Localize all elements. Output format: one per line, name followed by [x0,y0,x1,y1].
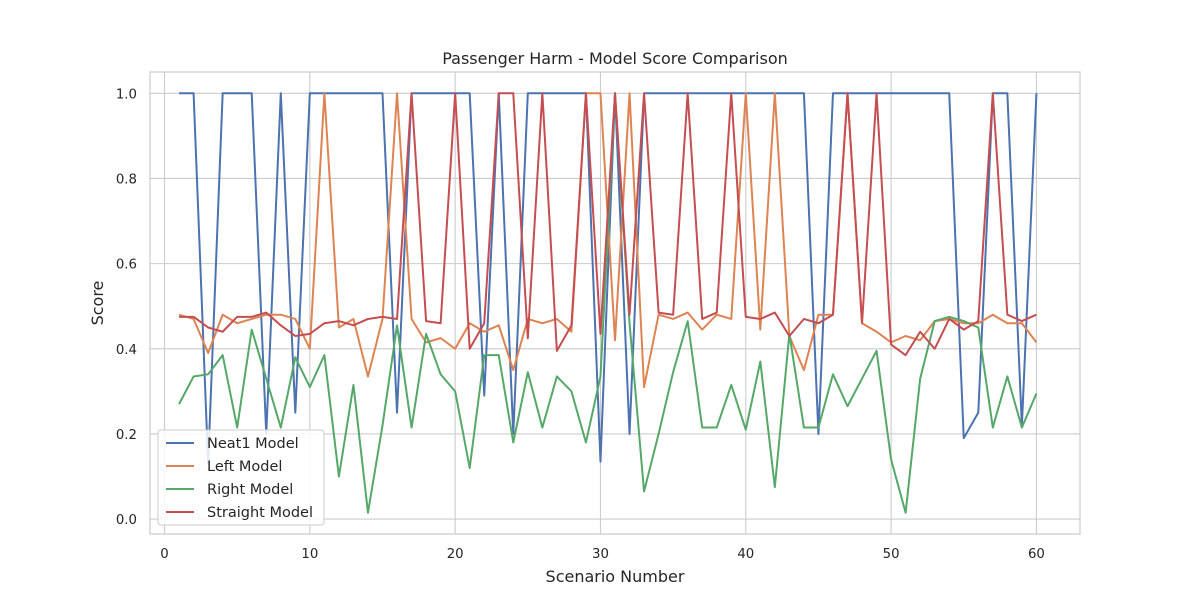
legend-label-left-model: Left Model [207,459,282,475]
y-tick-label: 0.0 [116,513,137,528]
y-axis-label: Score [88,281,107,326]
y-tick-label: 0.2 [116,428,137,443]
x-tick-label: 30 [592,547,609,562]
series-line-neat1-model [179,92,1038,465]
y-tick-label: 1.0 [116,87,137,102]
x-tick-label: 60 [1028,547,1045,562]
series-lines [178,92,1038,514]
legend-label-straight-model: Straight Model [207,505,313,521]
x-tick-label: 50 [883,547,900,562]
x-tick-label: 0 [160,547,168,562]
legend-box [157,429,325,526]
legend-label-neat1-model: Neat1 Model [207,436,299,452]
x-axis-label: Scenario Number [546,567,685,586]
series-line-straight-model [179,92,1037,357]
legend-label-right-model: Right Model [207,482,293,498]
x-tick-label: 40 [737,547,754,562]
x-tick-label: 10 [301,547,318,562]
y-tick-label: 0.8 [116,172,137,187]
series-line-right-model [178,92,1038,514]
chart-title: Passenger Harm - Model Score Comparison [442,49,788,68]
y-tick-label: 0.4 [116,343,137,358]
y-tick-labels: 0.0 0.2 0.4 0.6 0.8 1.0 [116,87,137,528]
x-tick-labels: 0 10 20 30 40 50 60 [160,547,1045,562]
y-tick-label: 0.6 [116,258,137,273]
x-tick-label: 20 [447,547,464,562]
legend: Neat1 Model Left Model Right Model Straight… [157,429,325,526]
